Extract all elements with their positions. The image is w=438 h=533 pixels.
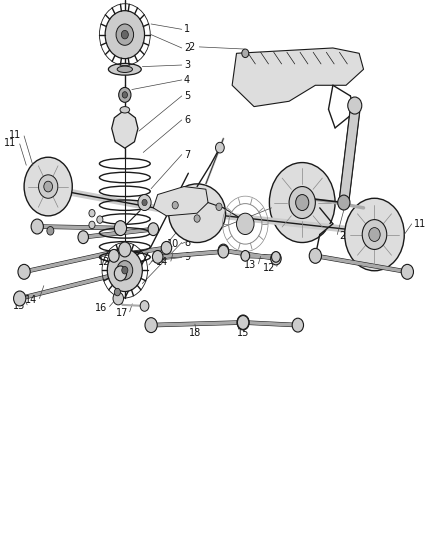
Text: 5: 5 — [184, 91, 190, 101]
Circle shape — [114, 266, 127, 281]
Circle shape — [272, 252, 280, 262]
Circle shape — [362, 220, 387, 249]
Circle shape — [119, 242, 131, 257]
Text: 1: 1 — [184, 221, 190, 231]
Text: 9: 9 — [184, 253, 190, 262]
Text: 15: 15 — [237, 328, 249, 337]
Circle shape — [18, 264, 30, 279]
Ellipse shape — [117, 66, 132, 72]
Circle shape — [138, 195, 151, 211]
Circle shape — [117, 261, 133, 280]
Text: 4: 4 — [184, 75, 190, 85]
Circle shape — [105, 11, 145, 59]
Circle shape — [241, 251, 250, 261]
Polygon shape — [232, 48, 364, 107]
Circle shape — [242, 49, 249, 58]
Text: 18: 18 — [189, 328, 201, 337]
Circle shape — [292, 318, 304, 332]
Circle shape — [114, 221, 127, 236]
Circle shape — [296, 195, 309, 211]
Circle shape — [309, 248, 321, 263]
Circle shape — [122, 266, 128, 274]
Text: 2: 2 — [189, 42, 195, 52]
Circle shape — [44, 181, 53, 192]
Text: 8: 8 — [184, 238, 190, 247]
Circle shape — [145, 318, 157, 333]
Circle shape — [107, 249, 142, 292]
Circle shape — [289, 187, 315, 219]
Circle shape — [152, 251, 163, 263]
Circle shape — [140, 301, 149, 311]
Circle shape — [14, 291, 26, 306]
Circle shape — [31, 219, 43, 234]
Circle shape — [271, 252, 281, 265]
Circle shape — [237, 315, 249, 330]
Circle shape — [194, 215, 200, 222]
Text: 15: 15 — [13, 301, 25, 311]
Circle shape — [237, 213, 254, 235]
Circle shape — [148, 223, 159, 236]
Text: 14: 14 — [156, 257, 169, 267]
Text: 13: 13 — [244, 260, 256, 270]
Circle shape — [24, 157, 72, 216]
Circle shape — [345, 198, 404, 271]
Circle shape — [121, 30, 128, 39]
Text: 7: 7 — [184, 150, 190, 159]
Text: 11: 11 — [4, 138, 17, 148]
Text: 1: 1 — [184, 25, 190, 34]
Circle shape — [78, 231, 88, 244]
Text: 2: 2 — [184, 43, 190, 53]
Circle shape — [113, 292, 124, 305]
Text: 2: 2 — [339, 231, 346, 241]
Text: 6: 6 — [184, 115, 190, 125]
Circle shape — [161, 241, 172, 254]
Circle shape — [89, 221, 95, 229]
Circle shape — [218, 245, 229, 258]
Circle shape — [89, 209, 95, 217]
Polygon shape — [153, 187, 208, 216]
Circle shape — [218, 244, 229, 257]
Polygon shape — [112, 110, 138, 148]
Circle shape — [39, 175, 58, 198]
Circle shape — [348, 97, 362, 114]
Circle shape — [172, 201, 178, 209]
Text: 12: 12 — [98, 257, 110, 267]
Circle shape — [216, 203, 222, 211]
Circle shape — [269, 163, 335, 243]
Text: 17: 17 — [116, 308, 128, 318]
Text: 11: 11 — [9, 130, 21, 140]
Text: 12: 12 — [263, 263, 275, 272]
Polygon shape — [339, 112, 360, 203]
Circle shape — [215, 142, 224, 153]
Circle shape — [97, 216, 103, 223]
Ellipse shape — [169, 184, 226, 243]
Circle shape — [237, 316, 249, 329]
Circle shape — [338, 195, 350, 210]
Circle shape — [122, 92, 127, 98]
Text: 11: 11 — [414, 219, 426, 229]
Circle shape — [47, 227, 54, 235]
Text: 3: 3 — [184, 60, 190, 70]
Text: 14: 14 — [25, 295, 37, 304]
Text: 16: 16 — [95, 303, 107, 312]
Circle shape — [114, 288, 120, 296]
Circle shape — [116, 24, 134, 45]
Circle shape — [119, 87, 131, 102]
Ellipse shape — [108, 63, 141, 75]
Text: 10: 10 — [166, 239, 179, 248]
Circle shape — [401, 264, 413, 279]
Circle shape — [142, 199, 147, 206]
Ellipse shape — [120, 107, 130, 113]
Circle shape — [109, 249, 119, 262]
Circle shape — [369, 228, 380, 241]
